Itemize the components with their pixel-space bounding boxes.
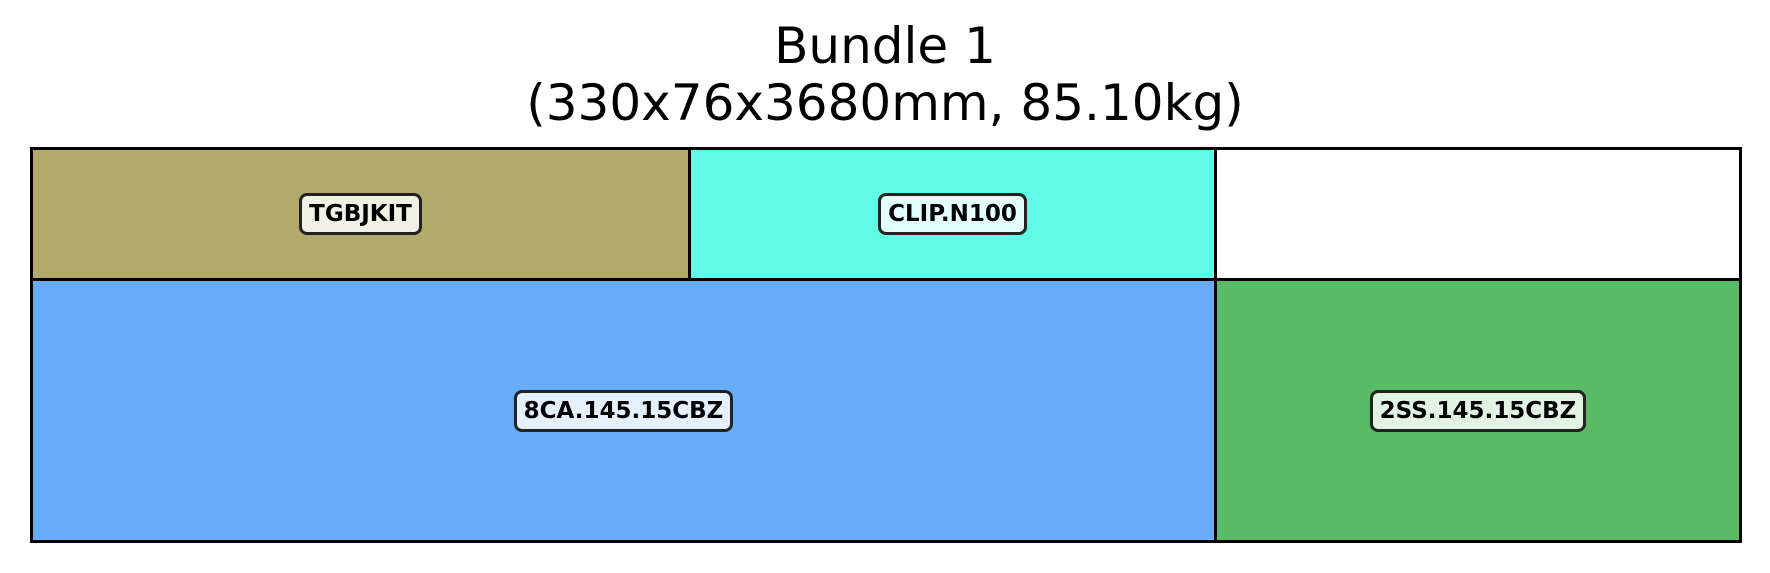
piece-tgbjkit: TGBJKIT	[30, 147, 691, 281]
piece-2ss-145-15cbz: 2SS.145.15CBZ	[1214, 278, 1742, 543]
piece-label: 8CA.145.15CBZ	[513, 389, 734, 432]
title-line-2: (330x76x3680mm, 85.10kg)	[526, 74, 1244, 132]
empty-slot	[1214, 147, 1742, 281]
bundle-layout: TGBJKIT CLIP.N100 8CA.145.15CBZ 2SS.145.…	[30, 147, 1742, 543]
piece-label: TGBJKIT	[299, 193, 422, 235]
piece-8ca-145-15cbz: 8CA.145.15CBZ	[30, 278, 1217, 543]
piece-label: CLIP.N100	[878, 193, 1027, 235]
piece-label: 2SS.145.15CBZ	[1369, 389, 1587, 432]
piece-clip-n100: CLIP.N100	[688, 147, 1217, 281]
diagram-title: Bundle 1 (330x76x3680mm, 85.10kg)	[0, 18, 1770, 132]
title-line-1: Bundle 1	[774, 17, 996, 75]
